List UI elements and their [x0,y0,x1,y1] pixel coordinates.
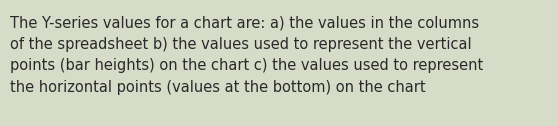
Text: The Y-series values for a chart are: a) the values in the columns
of the spreads: The Y-series values for a chart are: a) … [10,15,483,95]
